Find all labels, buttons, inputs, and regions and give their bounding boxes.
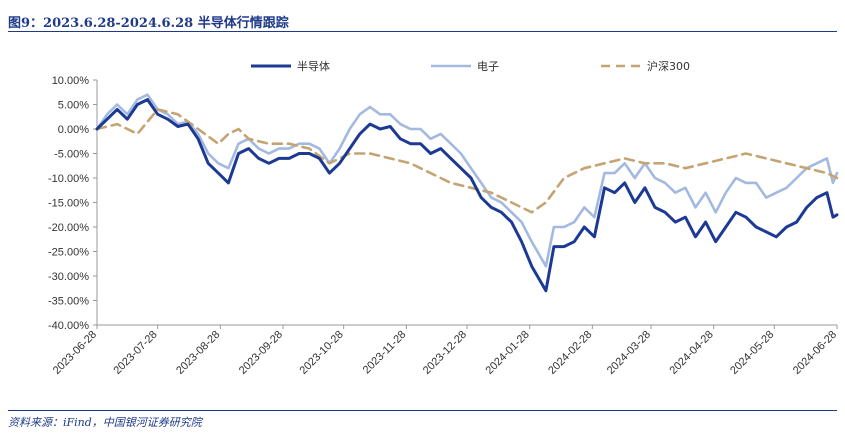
header-rule xyxy=(8,31,837,32)
x-tick-label: 2023-06-28 xyxy=(51,329,99,377)
y-tick-label: -40.00% xyxy=(48,320,89,332)
chart-footer: 资料来源：iFind，中国银河证券研究院 xyxy=(8,408,837,434)
y-tick-label: -20.00% xyxy=(48,222,89,234)
x-tick-label: 2024-01-28 xyxy=(484,329,532,377)
y-axis: 10.00% 5.00% 0.00% -5.00% -10.00% -15.00% -20.… xyxy=(48,75,98,332)
y-tick-label: -5.00% xyxy=(54,149,89,161)
x-axis: 2023-06-28 2023-07-28 2023-08-28 2023-09-28… xyxy=(51,324,839,377)
x-tick-label: 2023-11-28 xyxy=(361,329,409,377)
y-tick-label: -10.00% xyxy=(48,173,89,185)
chart-legend: 半导体 电子 沪深300 xyxy=(251,59,690,73)
x-tick-label: 2023-08-28 xyxy=(174,329,222,377)
y-tick-label: -25.00% xyxy=(48,247,89,259)
series-lines xyxy=(95,93,839,293)
x-tick-label: 2024-03-28 xyxy=(605,329,653,377)
x-tick-label: 2024-06-28 xyxy=(791,329,839,377)
x-tick-label: 2023-10-28 xyxy=(298,329,346,377)
series-line-0 xyxy=(95,98,839,293)
x-tick-label: 2023-12-28 xyxy=(421,329,469,377)
series-line-1 xyxy=(95,93,839,268)
x-tick-label: 2024-05-28 xyxy=(728,329,776,377)
y-tick-label: -15.00% xyxy=(48,198,89,210)
legend-label-1: 电子 xyxy=(477,60,499,73)
figure-title: 图9：2023.6.28-2024.6.28 半导体行情跟踪 xyxy=(8,16,289,31)
x-tick-label: 2024-02-28 xyxy=(546,329,594,377)
legend-label-0: 半导体 xyxy=(297,59,330,73)
x-tick-label: 2023-07-28 xyxy=(111,329,159,377)
y-tick-label: 5.00% xyxy=(58,100,89,112)
legend-label-2: 沪深300 xyxy=(647,59,690,73)
chart-header: 图9：2023.6.28-2024.6.28 半导体行情跟踪 xyxy=(8,8,837,32)
footer-rule xyxy=(8,410,837,411)
y-tick-label: -35.00% xyxy=(48,296,89,308)
y-tick-label: 0.00% xyxy=(58,124,89,136)
y-tick-label: -30.00% xyxy=(48,271,89,283)
source-note: 资料来源：iFind，中国银河证券研究院 xyxy=(8,416,202,429)
x-tick-label: 2023-09-28 xyxy=(237,329,285,377)
x-tick-label: 2024-04-28 xyxy=(668,329,716,377)
y-tick-label: 10.00% xyxy=(52,75,90,87)
series-line-2 xyxy=(95,108,839,214)
